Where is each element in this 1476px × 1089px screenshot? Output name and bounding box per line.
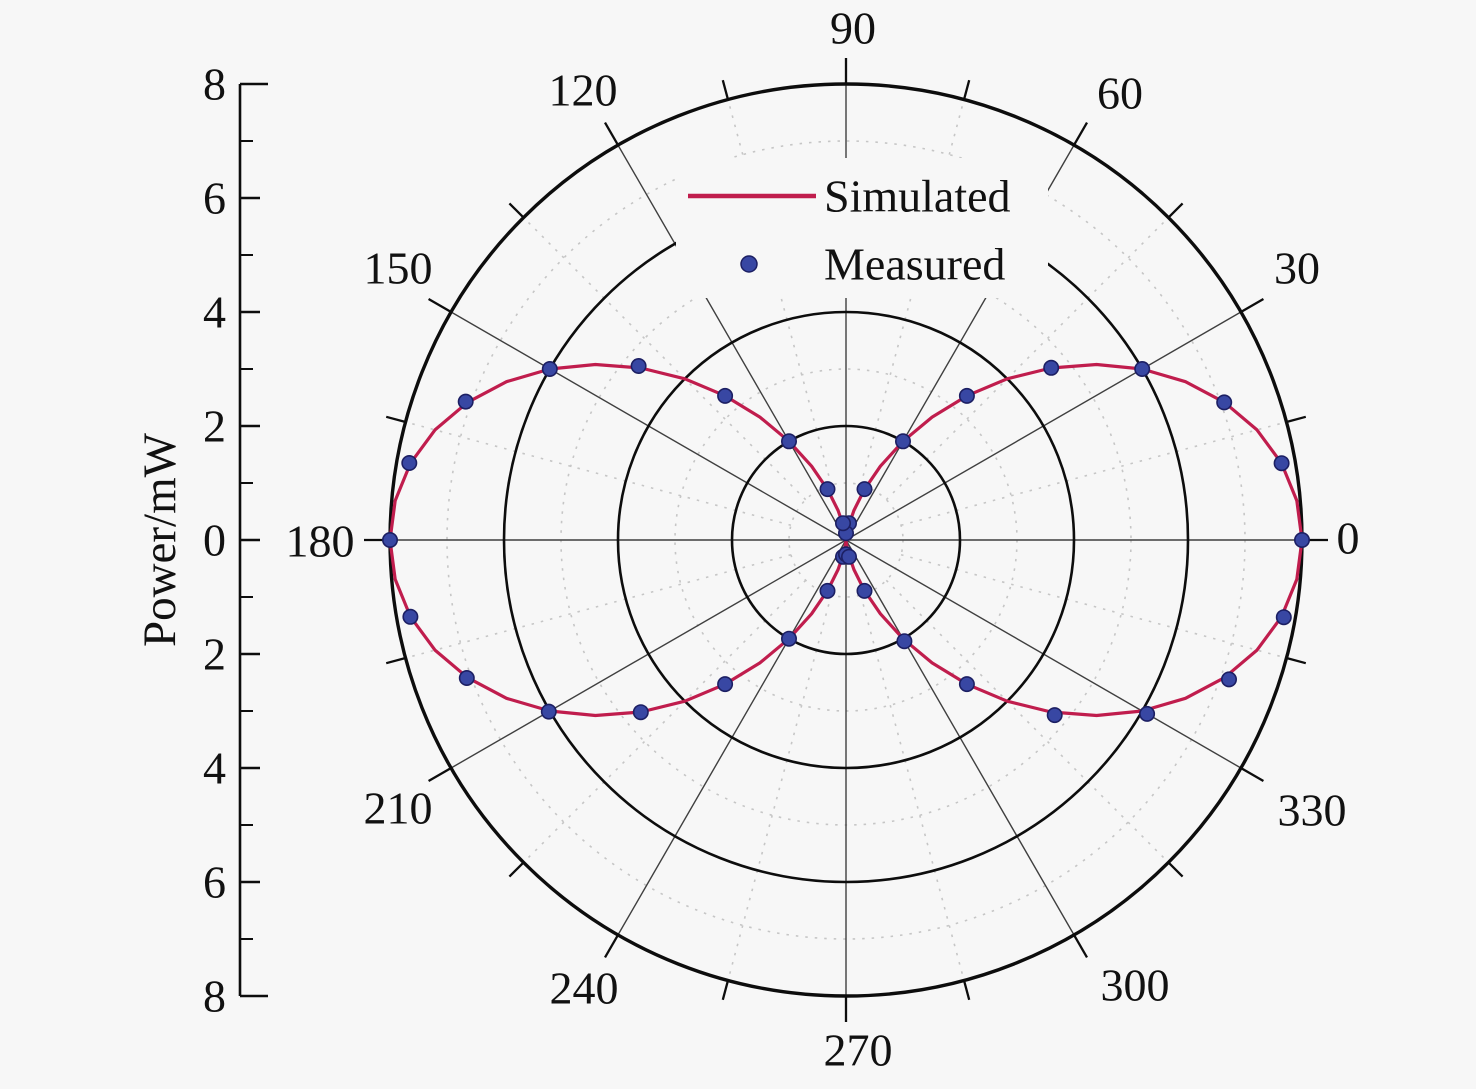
minor-grid-radial xyxy=(727,594,833,981)
measured-point xyxy=(834,515,851,532)
measured-point xyxy=(819,481,836,498)
measured-point xyxy=(896,633,913,650)
minor-grid-radial xyxy=(900,421,1287,527)
measured-point xyxy=(819,582,836,599)
minor-grid-radial xyxy=(405,421,792,527)
measured-point xyxy=(457,393,474,410)
angle-label-180: 180 xyxy=(286,516,355,567)
angular-tick xyxy=(721,980,730,1001)
major-grid-circle xyxy=(730,424,962,656)
minor-grid-radial xyxy=(885,216,1170,501)
measured-point xyxy=(780,630,797,647)
measured-point xyxy=(717,676,734,693)
measured-point xyxy=(541,360,558,377)
legend-label-measured: Measured xyxy=(824,239,1005,290)
angular-tick xyxy=(1286,656,1307,665)
minor-grid-radial xyxy=(900,553,1287,659)
angular-tick xyxy=(428,767,452,782)
measured-points xyxy=(381,357,1311,724)
measured-point xyxy=(717,387,734,404)
minor-grid-radial xyxy=(522,579,807,864)
angle-label-240: 240 xyxy=(550,963,619,1014)
angular-tick xyxy=(962,79,971,100)
angular-tick xyxy=(1073,122,1088,146)
measured-point xyxy=(1134,360,1151,377)
angular-tick xyxy=(508,861,525,878)
angle-label-0: 0 xyxy=(1337,513,1360,564)
measured-point xyxy=(1275,609,1292,626)
angle-label-30: 30 xyxy=(1274,243,1320,294)
angular-tick xyxy=(1167,202,1184,219)
measured-point xyxy=(1046,707,1063,724)
angular-tick xyxy=(385,656,406,665)
angular-tick xyxy=(604,934,619,958)
angle-label-120: 120 xyxy=(549,65,618,116)
angular-tick xyxy=(604,122,619,146)
radial-axis-tick-label: 4 xyxy=(203,743,226,794)
angular-tick xyxy=(1240,298,1264,313)
measured-point xyxy=(381,531,398,548)
radial-axis-tick-label: 4 xyxy=(203,287,226,338)
measured-point xyxy=(856,582,873,599)
legend-measured-dot-swatch xyxy=(740,255,758,273)
radial-axis-tick-label: 2 xyxy=(203,401,226,452)
minor-grid-radial xyxy=(859,594,965,981)
radial-axis-tick-label: 6 xyxy=(203,173,226,224)
angle-label-270: 270 xyxy=(824,1025,893,1076)
minor-grid-radial xyxy=(405,553,792,659)
y-axis-title: Power/mW xyxy=(134,432,186,647)
measured-point xyxy=(840,548,857,565)
angle-labels: 0 30 60 90 120 150 180 210 240 270 300 330 xyxy=(286,3,1360,1076)
measured-point xyxy=(1216,394,1233,411)
angular-tick xyxy=(508,202,525,219)
measured-point xyxy=(401,454,418,471)
radial-axis-tick-label: 0 xyxy=(203,515,226,566)
measured-point xyxy=(1294,531,1311,548)
measured-point xyxy=(856,481,873,498)
radial-axis-tick-label: 8 xyxy=(203,59,226,110)
measured-point xyxy=(780,433,797,450)
legend-label-simulated: Simulated xyxy=(824,171,1011,222)
angular-tick xyxy=(385,415,406,424)
angle-label-300: 300 xyxy=(1101,960,1170,1011)
angle-label-330: 330 xyxy=(1278,785,1347,836)
measured-point xyxy=(540,703,557,720)
minor-grid-radial xyxy=(522,216,807,501)
measured-point xyxy=(402,608,419,625)
radial-axis-tick-label: 2 xyxy=(203,629,226,680)
angular-tick xyxy=(1286,415,1307,424)
measured-point xyxy=(1139,705,1156,722)
angular-tick xyxy=(962,980,971,1001)
angular-tick xyxy=(1240,767,1264,782)
measured-point xyxy=(958,387,975,404)
legend-background xyxy=(676,158,1048,298)
angle-label-60: 60 xyxy=(1097,68,1143,119)
radial-axis: 8 6 4 2 0 2 4 6 8 Power/mW xyxy=(134,59,268,1022)
radial-axis-tick-label: 8 xyxy=(203,971,226,1022)
measured-point xyxy=(1221,671,1238,688)
radial-axis-tick-label: 6 xyxy=(203,857,226,908)
measured-point xyxy=(958,676,975,693)
angular-tick xyxy=(1167,861,1184,878)
measured-point xyxy=(1273,455,1290,472)
angle-label-210: 210 xyxy=(364,783,433,834)
minor-grid-radial xyxy=(885,579,1170,864)
measured-point xyxy=(632,704,649,721)
measured-point xyxy=(1043,359,1060,376)
angular-tick xyxy=(428,298,452,313)
angular-tick xyxy=(1073,934,1088,958)
angle-label-150: 150 xyxy=(364,243,433,294)
angle-label-90: 90 xyxy=(830,3,876,54)
major-grid-circle xyxy=(616,310,1076,770)
measured-point xyxy=(630,357,647,374)
legend: Simulated Measured xyxy=(676,158,1048,298)
angular-tick xyxy=(721,79,730,100)
measured-point xyxy=(458,669,475,686)
measured-point xyxy=(894,433,911,450)
